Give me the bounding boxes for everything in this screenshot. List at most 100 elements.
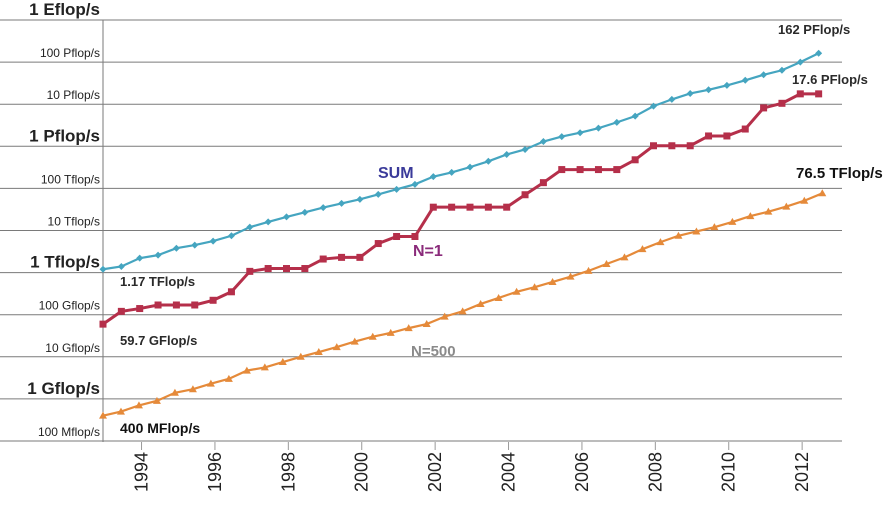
data-point — [301, 208, 309, 216]
y-tick-label: 1 Pflop/s — [29, 126, 100, 145]
annotation-sum-start: 1.17 TFlop/s — [120, 274, 195, 289]
data-point — [530, 283, 539, 291]
data-point — [99, 265, 107, 273]
data-point — [815, 90, 823, 98]
data-point — [631, 112, 639, 120]
data-point — [602, 260, 611, 268]
data-point — [209, 237, 217, 245]
data-point — [668, 142, 676, 150]
data-point — [260, 363, 269, 371]
data-point — [539, 179, 547, 187]
data-point — [227, 288, 235, 296]
data-point — [99, 320, 107, 328]
data-point — [170, 388, 179, 396]
data-point — [705, 132, 713, 140]
data-point — [368, 332, 377, 340]
annotation-sum-label: SUM — [378, 165, 414, 182]
data-point — [503, 150, 511, 158]
data-point — [319, 255, 327, 263]
data-point — [521, 191, 529, 199]
data-point — [728, 217, 737, 225]
annotation-n500-end: 76.5 TFlop/s — [796, 165, 883, 182]
data-point — [539, 138, 547, 146]
data-point — [613, 118, 621, 126]
data-point — [191, 301, 199, 309]
data-point — [134, 401, 143, 409]
data-point — [476, 299, 485, 307]
annotation-n500-start: 400 MFlop/s — [120, 420, 200, 436]
data-point — [484, 203, 492, 211]
data-point — [99, 411, 107, 419]
annotation-n500-label: N=500 — [411, 343, 456, 360]
data-point — [404, 324, 413, 332]
y-tick-label: 100 Tflop/s — [41, 172, 100, 186]
y-tick-label: 100 Mflop/s — [38, 425, 100, 439]
x-tick-label: 2006 — [572, 452, 592, 492]
data-point — [760, 71, 768, 79]
data-point — [631, 156, 639, 164]
x-tick-label: 2000 — [352, 452, 372, 492]
data-point — [264, 218, 272, 226]
data-point — [356, 253, 364, 261]
data-point — [338, 253, 346, 261]
x-tick-label: 1996 — [205, 452, 225, 492]
data-point — [558, 133, 566, 141]
x-tick-label: 2008 — [645, 452, 665, 492]
data-point — [584, 266, 593, 274]
data-point — [782, 202, 791, 210]
data-point — [283, 265, 290, 273]
x-tick-label: 2012 — [792, 452, 812, 492]
data-point — [136, 305, 144, 313]
data-point — [374, 190, 382, 198]
data-point — [386, 328, 395, 336]
data-point — [620, 253, 629, 261]
data-point — [117, 262, 125, 270]
data-point — [668, 95, 676, 103]
x-tick-label: 2004 — [499, 452, 519, 492]
data-point — [521, 145, 529, 153]
data-point — [242, 366, 251, 374]
data-point — [278, 358, 287, 366]
data-point — [746, 212, 755, 220]
data-point — [264, 265, 272, 273]
data-point — [650, 102, 657, 110]
data-point — [512, 287, 521, 295]
data-point — [227, 232, 235, 240]
data-point — [710, 223, 719, 231]
data-point — [429, 203, 437, 211]
data-point — [566, 272, 575, 280]
data-point — [723, 81, 731, 89]
data-point — [705, 86, 713, 94]
y-tick-label: 10 Gflop/s — [45, 341, 100, 355]
data-point — [494, 293, 503, 301]
data-point — [350, 337, 359, 345]
data-point — [246, 223, 254, 231]
data-point — [686, 142, 694, 150]
data-point — [692, 227, 701, 235]
x-tick-label: 1998 — [278, 452, 298, 492]
data-point — [356, 195, 364, 203]
data-point — [411, 180, 419, 188]
data-point — [191, 241, 199, 249]
data-point — [594, 166, 602, 174]
data-point — [319, 204, 327, 212]
annotation-sum-end: 162 PFlop/s — [778, 22, 850, 37]
data-point — [764, 207, 773, 215]
y-tick-label: 10 Tflop/s — [48, 215, 100, 229]
data-point — [246, 267, 254, 275]
data-point — [296, 352, 305, 360]
data-point — [440, 312, 449, 320]
x-tick-label: 1994 — [132, 452, 152, 492]
y-tick-label: 1 Tflop/s — [30, 253, 100, 272]
data-point — [656, 238, 665, 246]
data-point — [458, 307, 467, 315]
data-point — [154, 251, 162, 259]
y-tick-label: 100 Pflop/s — [40, 46, 100, 60]
data-point — [594, 124, 602, 132]
data-point — [723, 132, 731, 140]
data-point — [172, 301, 180, 309]
data-point — [778, 99, 786, 107]
y-tick-label: 1 Eflop/s — [29, 0, 100, 19]
data-point — [338, 199, 346, 207]
